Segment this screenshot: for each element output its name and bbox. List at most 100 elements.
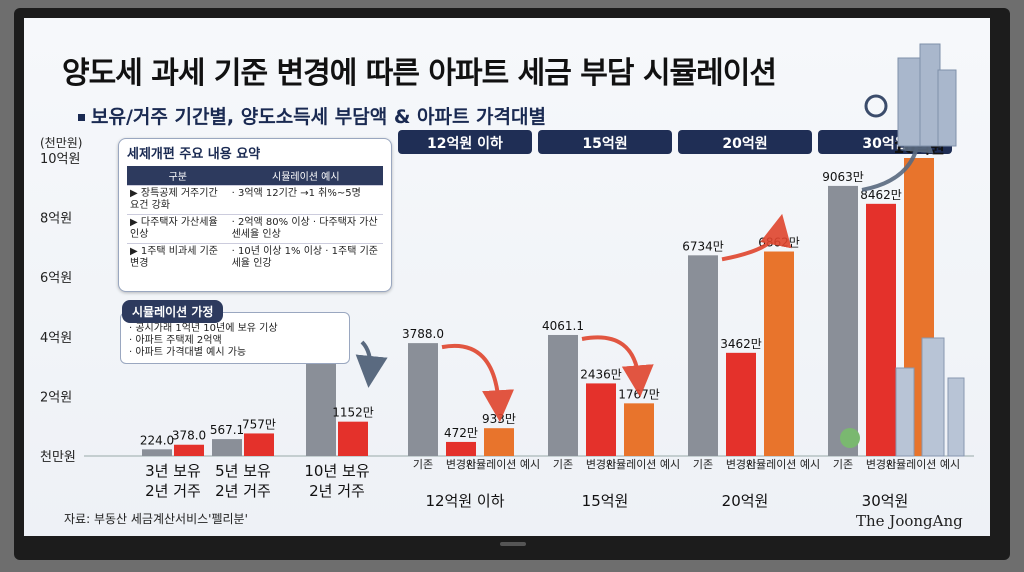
building-decoration — [937, 69, 957, 147]
y-tick-label: 천만원 — [40, 450, 76, 465]
bar — [764, 251, 794, 456]
trend-arrow — [721, 213, 792, 262]
publisher-logo: The JoongAng — [856, 512, 963, 530]
x-tick-label: 기존 — [553, 458, 573, 471]
y-tick-label: 4억원 — [40, 331, 72, 346]
group-header-label: 20억원 — [722, 136, 767, 152]
unit-label: (천만원) — [40, 136, 83, 150]
bar — [306, 358, 336, 456]
y-tick-label: 6억원 — [40, 271, 72, 286]
x-tick-label: 기존 — [693, 458, 713, 471]
building-decoration — [897, 57, 921, 147]
bar — [484, 428, 514, 456]
group-label: 5년 보유 — [215, 462, 271, 480]
x-tick-label: 변경안 — [586, 458, 616, 471]
group-label: 2년 거주 — [145, 482, 201, 500]
bar — [828, 185, 858, 456]
group-label: 12억원 이하 — [425, 492, 504, 510]
x-tick-label: 변경안 — [446, 458, 476, 471]
magnifier-icon — [864, 94, 888, 118]
group-header-label: 15억원 — [582, 136, 627, 152]
x-tick-label: 시뮬레이션 예시 — [886, 458, 960, 471]
summary-row-example: · 10년 이상 1% 이상 · 1주택 기준 세율 인강 — [228, 243, 383, 272]
group-label: 30억원 — [862, 492, 909, 510]
monitor-brand-mark — [500, 542, 526, 546]
data-label: 224.0 — [140, 433, 174, 447]
x-tick-label: 변경안 — [726, 458, 756, 471]
trend-arrow — [441, 343, 515, 423]
building-decoration — [919, 43, 941, 147]
bar — [408, 343, 438, 456]
summary-row-label: ▶ 1주택 비과세 기준 변경 — [127, 243, 229, 272]
summary-box-title: 세제개편 주요 내용 요약 — [127, 147, 261, 162]
data-label: 9063만 — [822, 170, 864, 184]
bar — [142, 449, 172, 456]
assumption-item: · 공시가래 1억년 10년에 보유 기상 — [129, 323, 278, 334]
summary-box: 세제개편 주요 내용 요약 구분 시뮬레이션 예시 ▶ 장특공제 거주기간 요건 … — [118, 138, 392, 292]
group-label: 2년 거주 — [309, 482, 365, 500]
group-label: 10년 보유 — [304, 462, 369, 480]
table-row: ▶ 장특공제 거주기간 요건 강화 · 3억액 12기간 →1 취%~5명 — [127, 185, 383, 215]
tree-icon — [840, 428, 860, 448]
data-label: 3788.0 — [402, 327, 444, 341]
data-label: 4061.1 — [542, 319, 584, 333]
x-tick-label: 시뮬레이션 예시 — [606, 458, 680, 471]
assumption-box-title: 시뮬레이션 가정 — [122, 300, 224, 323]
group-label: 2년 거주 — [215, 482, 271, 500]
y-tick-label: 10억원 — [40, 152, 80, 167]
summary-header-0: 구분 — [127, 166, 229, 186]
group-header-pill — [678, 130, 812, 154]
summary-table: 구분 시뮬레이션 예시 ▶ 장특공제 거주기간 요건 강화 · 3억액 12기간 →… — [127, 166, 383, 272]
chart-subtitle-text: 보유/거주 기간별, 양도소득세 부담액 & 아파트 가격대별 — [91, 106, 546, 128]
bar — [586, 383, 616, 456]
y-tick-label: 8억원 — [40, 212, 72, 227]
bar — [726, 352, 756, 456]
source-note: 자료: 부동산 세금계산서비스'펠리분' — [64, 512, 248, 526]
data-label: 1152만 — [332, 406, 374, 420]
summary-row-label: ▶ 다주택자 가산세율 인상 — [127, 214, 229, 244]
x-tick-label: 기존 — [833, 458, 853, 471]
table-row: ▶ 다주택자 가산세율 인상 · 2억액 80% 이상 · 다주택자 가산센세율 … — [127, 214, 383, 244]
summary-header-1: 시뮬레이션 예시 — [228, 166, 383, 186]
group-header-pill — [398, 130, 532, 154]
data-label: 8462만 — [860, 188, 902, 202]
data-label: 378.0 — [172, 429, 206, 443]
bar — [688, 255, 718, 456]
x-tick-label: 기존 — [413, 458, 433, 471]
data-label: 2436만 — [580, 367, 622, 381]
assumption-box: · 공시가래 1억년 10년에 보유 기상 · 아파트 주택제 2억액 · 아파… — [120, 312, 350, 364]
bar — [174, 444, 204, 456]
bar — [338, 421, 368, 456]
bar — [446, 441, 476, 456]
chart-subtitle: 보유/거주 기간별, 양도소득세 부담액 & 아파트 가격대별 — [78, 102, 546, 129]
data-label: 567.1 — [210, 423, 244, 437]
chart-title: 양도세 과세 기준 변경에 따른 아파트 세금 부담 시뮬레이션 — [62, 56, 777, 91]
building-decoration — [947, 377, 965, 457]
trend-arrow — [355, 340, 388, 388]
group-label: 3년 보유 — [145, 462, 201, 480]
building-decoration — [895, 367, 915, 457]
screen: 천만원 2억원 4억원 6억원 8억원 10억원 224.0 378.0 3년 보유 2년 거주 5… — [24, 18, 990, 536]
summary-row-example: · 2억액 80% 이상 · 다주택자 가산센세율 인상 — [228, 214, 383, 244]
group-header-label: 30억원 — [862, 136, 907, 152]
data-label: 757만 — [242, 417, 276, 431]
data-label: 472만 — [444, 426, 478, 440]
bullet-square — [78, 114, 85, 121]
summary-row-example: · 3억액 12기간 →1 취%~5명 — [228, 185, 383, 215]
y-tick-label: 2억원 — [40, 390, 72, 405]
group-label: 15억원 — [582, 492, 629, 510]
x-tick-label: 변경안 — [866, 458, 896, 471]
assumption-item: · 아파트 가격대별 예시 가능 — [129, 347, 247, 358]
x-tick-label: 시뮬레이션 예시 — [746, 458, 820, 471]
bar — [212, 439, 242, 456]
bar — [866, 203, 896, 456]
bar — [548, 334, 578, 456]
data-label: 3462만 — [720, 337, 762, 351]
building-decoration — [921, 337, 945, 457]
summary-row-label: ▶ 장특공제 거주기간 요건 강화 — [127, 185, 229, 215]
data-label: 1767만 — [618, 387, 660, 401]
bar — [244, 433, 274, 456]
group-header-pill — [538, 130, 672, 154]
x-tick-label: 시뮬레이션 예시 — [466, 458, 540, 471]
